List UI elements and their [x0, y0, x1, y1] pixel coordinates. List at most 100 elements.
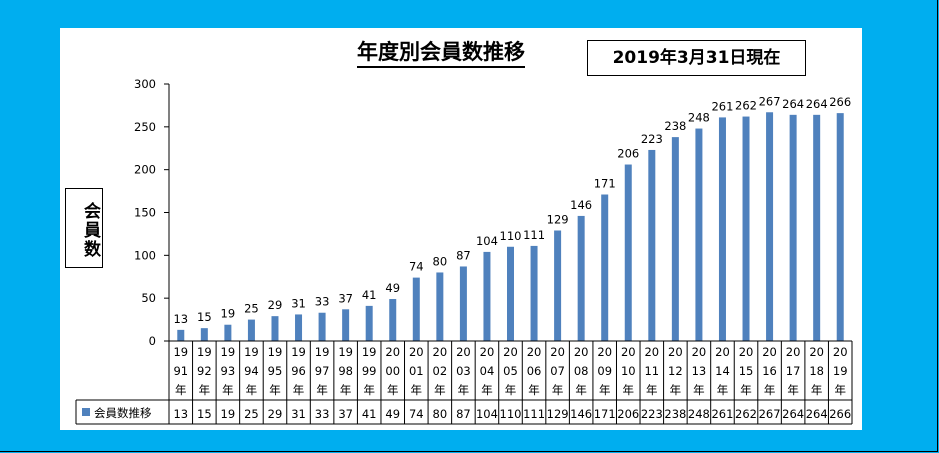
data-label: 74 — [409, 260, 424, 274]
bar — [271, 316, 279, 341]
x-tick-label-line2: 19 — [833, 364, 848, 378]
x-tick-label-line1: 19 — [291, 345, 306, 359]
table-value: 267 — [759, 407, 781, 421]
x-tick-label-line2: 10 — [621, 364, 636, 378]
table-value: 104 — [476, 407, 498, 421]
x-tick-label-line1: 19 — [268, 345, 283, 359]
x-tick-label-line1: 20 — [668, 345, 683, 359]
x-tick-label-line2: 12 — [668, 364, 683, 378]
table-value: 264 — [806, 407, 828, 421]
bar — [459, 266, 467, 341]
x-tick-label-line2: 95 — [268, 364, 283, 378]
bar — [742, 116, 750, 341]
table-value: 37 — [338, 407, 353, 421]
bar — [624, 164, 632, 341]
bar — [554, 230, 562, 341]
x-tick-label-line3: 年 — [670, 383, 682, 397]
bar — [648, 149, 656, 341]
table-value: 261 — [711, 407, 733, 421]
x-tick-label-line2: 09 — [597, 364, 612, 378]
bar — [789, 114, 797, 341]
x-tick-label-line1: 20 — [762, 345, 777, 359]
bar — [389, 299, 397, 341]
x-tick-label-line3: 年 — [787, 383, 799, 397]
data-label: 206 — [617, 147, 639, 161]
data-label: 33 — [315, 295, 330, 309]
x-tick-label-line1: 20 — [409, 345, 424, 359]
x-tick-label-line3: 年 — [199, 383, 211, 397]
x-tick-label-line2: 91 — [173, 364, 188, 378]
bar — [365, 305, 373, 341]
bar — [412, 277, 420, 341]
data-label: 262 — [735, 99, 757, 113]
chart-area — [60, 28, 862, 430]
x-tick-label-line3: 年 — [387, 383, 399, 397]
x-tick-label-line3: 年 — [717, 383, 729, 397]
x-tick-label-line3: 年 — [434, 383, 446, 397]
x-tick-label-line2: 04 — [480, 364, 495, 378]
x-tick-label-line3: 年 — [552, 383, 564, 397]
table-value: 29 — [268, 407, 283, 421]
bar — [836, 113, 844, 341]
table-value: 33 — [315, 407, 330, 421]
y-tick-label: 100 — [134, 248, 156, 262]
chart-title: 年度別会員数推移 — [357, 38, 525, 68]
x-tick-label-line2: 11 — [644, 364, 659, 378]
x-tick-label-line1: 19 — [221, 345, 236, 359]
bar — [436, 272, 444, 341]
x-tick-label-line3: 年 — [834, 383, 846, 397]
data-label: 146 — [570, 198, 592, 212]
x-tick-label-line3: 年 — [811, 383, 823, 397]
data-label: 238 — [664, 119, 686, 133]
data-label: 267 — [759, 94, 781, 108]
x-tick-label-line1: 19 — [244, 345, 259, 359]
x-tick-label-line3: 年 — [740, 383, 752, 397]
x-tick-label-line2: 05 — [503, 364, 518, 378]
bar — [200, 328, 208, 341]
x-tick-label-line1: 20 — [809, 345, 824, 359]
x-tick-label-line1: 20 — [833, 345, 848, 359]
x-tick-label-line3: 年 — [764, 383, 776, 397]
x-tick-label-line3: 年 — [693, 383, 705, 397]
data-label: 111 — [523, 228, 545, 242]
x-tick-label-line1: 20 — [739, 345, 754, 359]
table-value: 87 — [456, 407, 471, 421]
x-tick-label-line2: 14 — [715, 364, 730, 378]
table-value: 171 — [594, 407, 616, 421]
x-tick-label-line2: 16 — [762, 364, 777, 378]
bar — [601, 194, 609, 341]
x-tick-label-line1: 19 — [362, 345, 377, 359]
x-tick-label-line3: 年 — [340, 383, 352, 397]
x-tick-label-line2: 93 — [221, 364, 236, 378]
bar — [507, 246, 514, 341]
x-tick-label-line1: 20 — [715, 345, 730, 359]
data-label: 13 — [173, 312, 188, 326]
data-label: 104 — [476, 234, 498, 248]
data-label: 19 — [221, 307, 236, 321]
x-tick-label-line3: 年 — [599, 383, 611, 397]
x-tick-label-line3: 年 — [411, 383, 423, 397]
data-label: 266 — [829, 95, 851, 109]
data-label: 15 — [197, 310, 212, 324]
table-value: 31 — [291, 407, 306, 421]
x-tick-label-line2: 07 — [550, 364, 565, 378]
x-tick-label-line3: 年 — [505, 383, 517, 397]
x-tick-label-line3: 年 — [293, 383, 305, 397]
x-tick-label-line3: 年 — [269, 383, 281, 397]
table-value: 264 — [782, 407, 804, 421]
table-value: 41 — [362, 407, 377, 421]
x-tick-label-line1: 20 — [621, 345, 636, 359]
bar — [318, 312, 326, 341]
x-tick-label-line1: 20 — [385, 345, 400, 359]
x-tick-label-line2: 99 — [362, 364, 377, 378]
data-label: 25 — [244, 302, 259, 316]
bar — [671, 137, 679, 341]
data-label: 31 — [291, 296, 306, 310]
data-label: 80 — [433, 254, 448, 268]
bar — [718, 117, 726, 341]
x-tick-label-line1: 20 — [456, 345, 471, 359]
x-tick-label-line2: 01 — [409, 364, 424, 378]
x-tick-label-line2: 13 — [692, 364, 707, 378]
x-tick-label-line2: 98 — [338, 364, 353, 378]
data-label: 129 — [547, 212, 569, 226]
